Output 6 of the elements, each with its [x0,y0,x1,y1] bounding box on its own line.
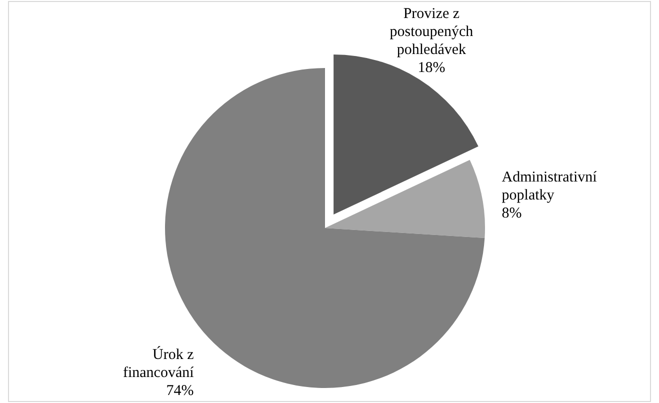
data-label: 8% [502,205,522,222]
slice-label: Provize z postoupených pohledávek [390,6,474,58]
data-label: 74% [166,383,194,399]
slice-label: Úrok z financování [122,346,195,381]
slice-label: Administrativní poplatky [502,169,598,204]
data-label: 18% [418,60,446,76]
